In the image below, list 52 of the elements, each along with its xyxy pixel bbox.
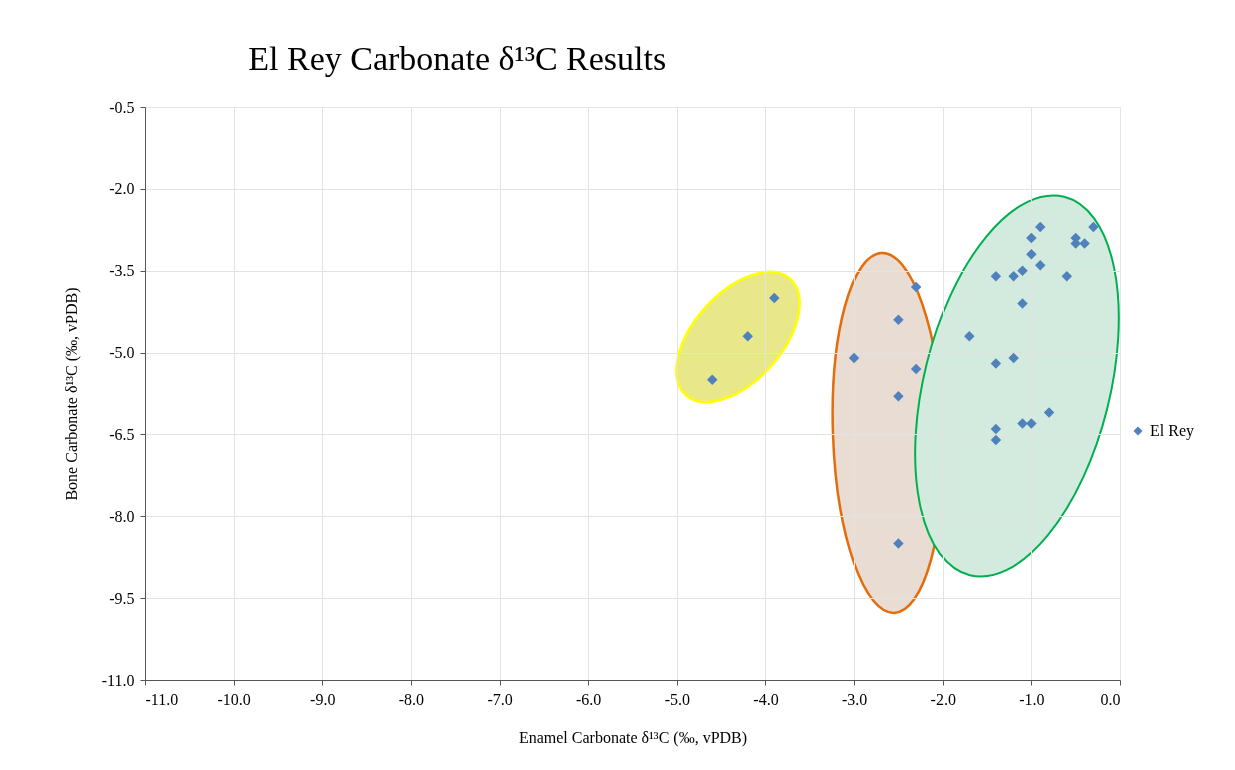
point xyxy=(1088,221,1099,233)
point xyxy=(769,292,780,304)
point xyxy=(1079,238,1090,249)
x-tick-label: -7.0 xyxy=(487,690,513,708)
point xyxy=(1017,265,1028,276)
y-tick-label: -9.5 xyxy=(109,589,135,607)
point xyxy=(1026,232,1037,244)
point xyxy=(893,538,904,549)
chart-title: El Rey Carbonate δ¹³C Results xyxy=(248,40,667,77)
legend-label: El Rey xyxy=(1150,422,1194,440)
x-tick-label: 0.0 xyxy=(1100,690,1121,708)
point xyxy=(1017,418,1028,429)
point xyxy=(1061,270,1073,282)
x-tick-label: -8.0 xyxy=(398,690,425,708)
point xyxy=(1008,270,1019,282)
point xyxy=(990,358,1002,369)
point xyxy=(990,423,1002,435)
point xyxy=(742,330,753,342)
point xyxy=(990,434,1002,446)
x-tick-label: -4.0 xyxy=(753,690,779,708)
point xyxy=(893,390,904,402)
point xyxy=(1008,352,1019,364)
x-axis-title: Enamel Carbonate δ¹³C (‰, vPDB) xyxy=(518,728,748,747)
point xyxy=(1026,418,1037,429)
x-tick-label: -10.0 xyxy=(217,690,251,708)
y-tick-label: -8.0 xyxy=(109,507,135,525)
point xyxy=(910,281,922,293)
point xyxy=(910,363,922,375)
point xyxy=(893,314,904,326)
y-axis-title: Bone Carbonate δ¹³C (‰, vPDB) xyxy=(62,287,81,501)
point xyxy=(848,352,860,364)
point xyxy=(964,330,975,342)
point xyxy=(707,374,718,386)
y-tick-label: -2.0 xyxy=(109,180,135,198)
y-tick-label: -11.0 xyxy=(101,671,135,689)
x-tick-label: -11.0 xyxy=(145,690,179,708)
point xyxy=(1043,407,1055,418)
x-tick-label: -9.0 xyxy=(310,690,336,708)
y-tick-label: -6.5 xyxy=(109,425,135,443)
point xyxy=(1034,221,1046,233)
y-tick-label: -0.5 xyxy=(109,98,135,116)
x-tick-label: -2.0 xyxy=(930,690,956,708)
point xyxy=(1017,298,1028,309)
point xyxy=(1026,249,1037,260)
x-tick-label: -1.0 xyxy=(1019,690,1045,708)
x-tick-label: -6.0 xyxy=(576,690,602,708)
y-tick-label: -5.0 xyxy=(109,344,135,362)
y-tick-label: -3.5 xyxy=(109,262,135,280)
point xyxy=(1034,260,1046,271)
x-tick-label: -3.0 xyxy=(841,690,868,708)
point xyxy=(990,270,1002,282)
x-tick-label: -5.0 xyxy=(664,690,690,708)
